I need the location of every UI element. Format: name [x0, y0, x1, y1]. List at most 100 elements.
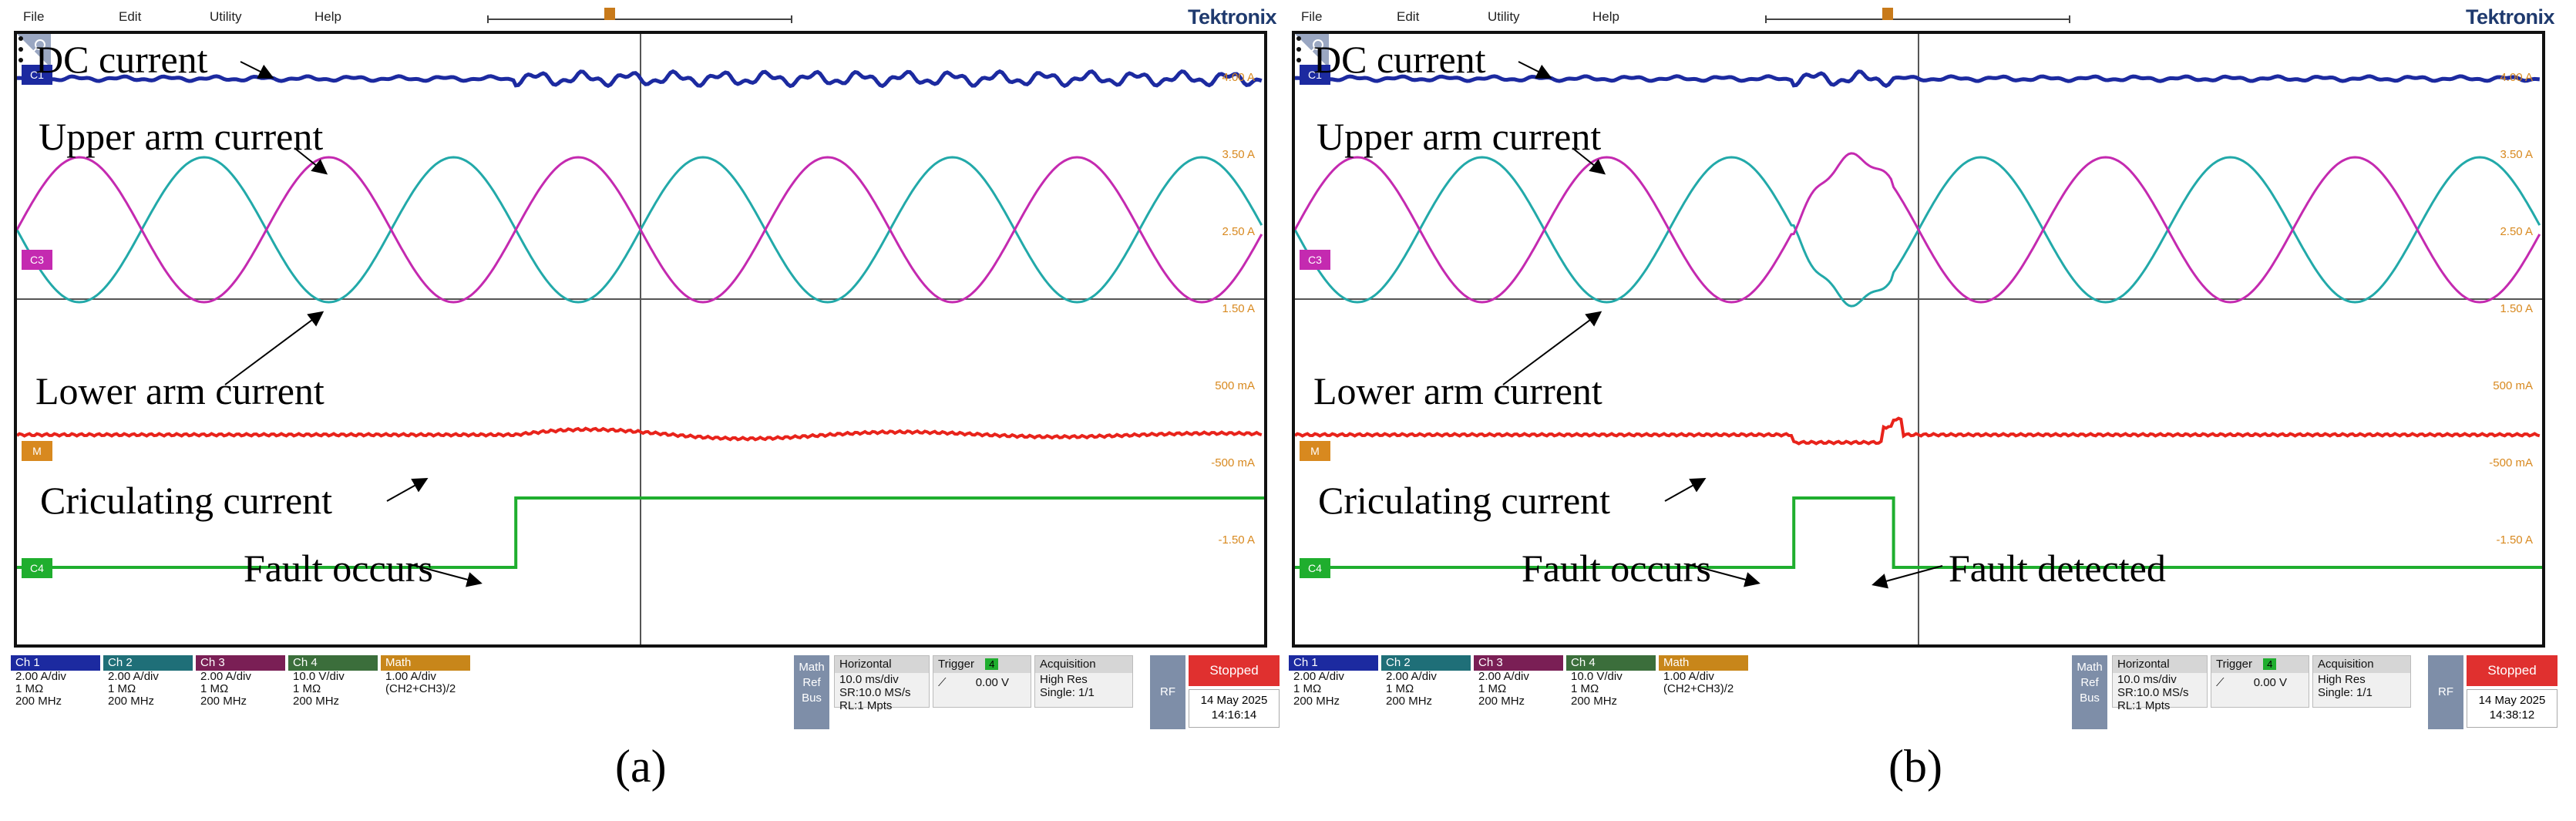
- acquisition-count: Single: 1/1: [1040, 686, 1095, 699]
- channel-2-title: Ch 2: [1381, 655, 1471, 671]
- acquisition-mode: High Res: [2318, 673, 2366, 686]
- more-options-icon[interactable]: [17, 34, 25, 65]
- menu-help[interactable]: Help: [314, 9, 341, 24]
- annotation-fault-occurs: Fault occurs: [244, 547, 433, 590]
- channel-1-title: Ch 1: [11, 655, 100, 671]
- math-scale: 1.00 A/div: [1663, 670, 1714, 683]
- channel-4-bandwidth: 200 MHz: [1571, 695, 1618, 708]
- trigger-settings[interactable]: Trigger 4 ⟋ 0.00 V: [933, 655, 1031, 708]
- menu-edit[interactable]: Edit: [119, 9, 142, 24]
- channel-4-title: Ch 4: [288, 655, 378, 671]
- scale-label: 3.50 A: [2500, 148, 2533, 161]
- rf-button[interactable]: RF: [1150, 655, 1185, 729]
- channel-1-marker[interactable]: C1: [22, 65, 52, 85]
- horizontal-settings[interactable]: Horizontal 10.0 ms/div SR:10.0 MS/s RL:1…: [834, 655, 930, 712]
- scale-label: 2.50 A: [1222, 225, 1255, 238]
- trigger-settings[interactable]: Trigger 4 ⟋ 0.00 V: [2211, 655, 2309, 708]
- zoom-icon[interactable]: [17, 34, 51, 68]
- menu-bar: File Edit Utility Help Tektronix: [1281, 0, 2559, 32]
- channel-3-title: Ch 3: [196, 655, 285, 671]
- channel-1-marker[interactable]: C1: [1300, 65, 1330, 85]
- annotation-upper-arm: Upper arm current: [39, 115, 324, 158]
- channel-4-impedance: 1 MΩ: [293, 682, 321, 695]
- series-lower-arm-current: [17, 156, 1263, 304]
- acquisition-count: Single: 1/1: [2318, 686, 2373, 699]
- channel-4-settings[interactable]: Ch 4 10.0 V/div 1 MΩ 200 MHz: [288, 655, 378, 708]
- channel-2-settings[interactable]: Ch 2 2.00 A/div 1 MΩ 200 MHz: [1381, 655, 1471, 708]
- channel-2-title: Ch 2: [103, 655, 193, 671]
- series-dc-current: [17, 69, 1263, 89]
- channel-3-marker[interactable]: C3: [1300, 250, 1330, 270]
- run-stop-status[interactable]: Stopped: [2467, 655, 2558, 686]
- channel-4-title: Ch 4: [1566, 655, 1656, 671]
- scale-label: 500 mA: [1215, 379, 1255, 392]
- status-bar: Ch 1 2.00 A/div 1 MΩ 200 MHz Ch 2 2.00 A…: [11, 655, 1280, 729]
- menu-utility[interactable]: Utility: [210, 9, 242, 24]
- record-position-marker[interactable]: [604, 8, 615, 20]
- math-settings[interactable]: Math 1.00 A/div (CH2+CH3)/2: [1659, 655, 1748, 708]
- channel-3-settings[interactable]: Ch 3 2.00 A/div 1 MΩ 200 MHz: [1474, 655, 1563, 708]
- record-position-bar[interactable]: [1765, 15, 2070, 23]
- channel-1-bandwidth: 200 MHz: [15, 695, 62, 708]
- horizontal-record-length: RL:1 Mpts: [839, 699, 893, 712]
- more-options-icon[interactable]: [1295, 34, 1303, 65]
- menu-help[interactable]: Help: [1592, 9, 1619, 24]
- rising-edge-icon: ⟋: [2216, 676, 2225, 689]
- rf-button[interactable]: RF: [2428, 655, 2463, 729]
- channel-3-marker[interactable]: C3: [22, 250, 52, 270]
- menu-file[interactable]: File: [1301, 9, 1323, 24]
- trigger-title: Trigger: [2216, 658, 2252, 671]
- zoom-icon[interactable]: [1295, 34, 1329, 68]
- channel-4-settings[interactable]: Ch 4 10.0 V/div 1 MΩ 200 MHz: [1566, 655, 1656, 708]
- math-marker[interactable]: M: [1300, 441, 1330, 461]
- mrb-bus: Bus: [802, 691, 822, 705]
- channel-1-settings[interactable]: Ch 1 2.00 A/div 1 MΩ 200 MHz: [11, 655, 100, 708]
- scale-label: 4.00 A: [1222, 71, 1255, 84]
- horizontal-scale: 10.0 ms/div: [839, 673, 899, 686]
- channel-1-settings[interactable]: Ch 1 2.00 A/div 1 MΩ 200 MHz: [1289, 655, 1378, 708]
- math-expression: (CH2+CH3)/2: [385, 682, 456, 695]
- acquisition-settings[interactable]: Acquisition High Res Single: 1/1: [2312, 655, 2411, 708]
- run-stop-status[interactable]: Stopped: [1189, 655, 1280, 686]
- math-ref-bus-button[interactable]: Math Ref Bus: [794, 655, 829, 729]
- horizontal-settings[interactable]: Horizontal 10.0 ms/div SR:10.0 MS/s RL:1…: [2112, 655, 2208, 712]
- math-marker[interactable]: M: [22, 441, 52, 461]
- trigger-level-row: ⟋ 0.00 V: [2211, 676, 2309, 689]
- math-settings[interactable]: Math 1.00 A/div (CH2+CH3)/2: [381, 655, 470, 708]
- scale-label: -500 mA: [2489, 456, 2533, 469]
- channel-3-bandwidth: 200 MHz: [200, 695, 247, 708]
- channel-4-marker[interactable]: C4: [22, 558, 52, 578]
- annotation-arrow: [1502, 311, 1602, 385]
- channel-4-marker[interactable]: C4: [1300, 558, 1330, 578]
- scale-label: -1.50 A: [2496, 533, 2533, 547]
- acquisition-mode: High Res: [1040, 673, 1088, 686]
- mrb-math: Math: [799, 661, 825, 674]
- menu-file[interactable]: File: [23, 9, 45, 24]
- scale-label: 500 mA: [2493, 379, 2533, 392]
- annotation-dc-current: DC current: [1313, 38, 1486, 81]
- status-bar: Ch 1 2.00 A/div 1 MΩ 200 MHz Ch 2 2.00 A…: [1289, 655, 2558, 729]
- annotation-arrow: [386, 478, 429, 502]
- annotation-circulating: Criculating current: [1318, 479, 1611, 522]
- annotation-arrow: [240, 61, 274, 79]
- horizontal-sample-rate: SR:10.0 MS/s: [839, 686, 911, 699]
- date-time: 14 May 2025 14:38:12: [2467, 689, 2558, 728]
- channel-3-settings[interactable]: Ch 3 2.00 A/div 1 MΩ 200 MHz: [196, 655, 285, 708]
- channel-1-bandwidth: 200 MHz: [1293, 695, 1340, 708]
- channel-2-settings[interactable]: Ch 2 2.00 A/div 1 MΩ 200 MHz: [103, 655, 193, 708]
- menu-edit[interactable]: Edit: [1397, 9, 1420, 24]
- record-position-marker[interactable]: [1882, 8, 1893, 20]
- acquisition-settings[interactable]: Acquisition High Res Single: 1/1: [1034, 655, 1133, 708]
- mrb-ref: Ref: [2080, 676, 2099, 689]
- menu-utility[interactable]: Utility: [1488, 9, 1520, 24]
- trigger-header: Trigger 4: [2211, 656, 2309, 673]
- trigger-level: 0.00 V: [975, 676, 1010, 689]
- channel-2-scale: 2.00 A/div: [108, 670, 159, 683]
- channel-3-title: Ch 3: [1474, 655, 1563, 671]
- math-ref-bus-button[interactable]: Math Ref Bus: [2072, 655, 2107, 729]
- scale-label: 2.50 A: [2500, 225, 2533, 238]
- math-title: Math: [1659, 655, 1748, 671]
- record-position-bar[interactable]: [487, 15, 792, 23]
- channel-4-bandwidth: 200 MHz: [293, 695, 340, 708]
- channel-3-scale: 2.00 A/div: [1478, 670, 1529, 683]
